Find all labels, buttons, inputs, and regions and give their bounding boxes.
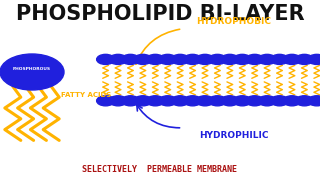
Circle shape bbox=[295, 96, 313, 106]
Circle shape bbox=[258, 54, 276, 64]
Circle shape bbox=[283, 54, 301, 64]
Circle shape bbox=[308, 96, 320, 106]
Circle shape bbox=[208, 54, 226, 64]
Circle shape bbox=[109, 96, 127, 106]
Text: HYDROPHILIC: HYDROPHILIC bbox=[199, 130, 268, 140]
Circle shape bbox=[246, 54, 264, 64]
Circle shape bbox=[159, 96, 177, 106]
Circle shape bbox=[171, 96, 189, 106]
Circle shape bbox=[258, 96, 276, 106]
Circle shape bbox=[146, 54, 164, 64]
Circle shape bbox=[221, 54, 239, 64]
Circle shape bbox=[271, 54, 289, 64]
Circle shape bbox=[146, 96, 164, 106]
Circle shape bbox=[134, 54, 152, 64]
Circle shape bbox=[159, 54, 177, 64]
Circle shape bbox=[184, 54, 202, 64]
Circle shape bbox=[97, 54, 115, 64]
Circle shape bbox=[221, 96, 239, 106]
Circle shape bbox=[134, 96, 152, 106]
Circle shape bbox=[122, 54, 140, 64]
Text: HYDROPHOBIC: HYDROPHOBIC bbox=[196, 17, 271, 26]
Text: PHOSPHOROUS: PHOSPHOROUS bbox=[13, 67, 51, 71]
Circle shape bbox=[109, 54, 127, 64]
Circle shape bbox=[246, 96, 264, 106]
Text: FATTY ACIDS: FATTY ACIDS bbox=[61, 92, 111, 98]
Circle shape bbox=[233, 96, 251, 106]
Circle shape bbox=[271, 96, 289, 106]
Text: PHOSPHOLIPID BI-LAYER: PHOSPHOLIPID BI-LAYER bbox=[16, 4, 304, 24]
Circle shape bbox=[208, 96, 226, 106]
Circle shape bbox=[233, 54, 251, 64]
Text: SELECTIVELY  PERMEABLE MEMBRANE: SELECTIVELY PERMEABLE MEMBRANE bbox=[83, 165, 237, 174]
Circle shape bbox=[184, 96, 202, 106]
Circle shape bbox=[295, 54, 313, 64]
Circle shape bbox=[196, 96, 214, 106]
Circle shape bbox=[196, 54, 214, 64]
Circle shape bbox=[171, 54, 189, 64]
Circle shape bbox=[122, 96, 140, 106]
Circle shape bbox=[0, 54, 64, 90]
Circle shape bbox=[283, 96, 301, 106]
Circle shape bbox=[308, 54, 320, 64]
Circle shape bbox=[97, 96, 115, 106]
